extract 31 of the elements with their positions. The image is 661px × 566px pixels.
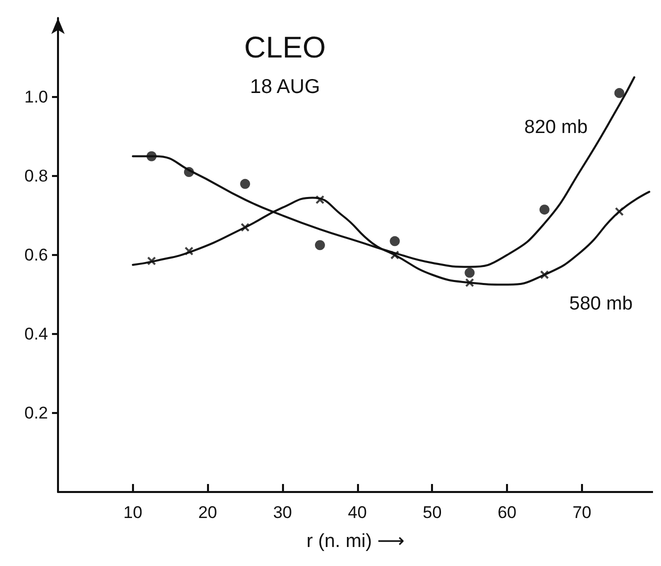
point bbox=[390, 250, 400, 260]
x-tick-label: 20 bbox=[198, 503, 218, 522]
y-tick-label: 1.0 bbox=[24, 88, 48, 106]
series-label: 820 mb bbox=[524, 116, 588, 138]
y-tick-label: 0.6 bbox=[24, 246, 48, 264]
point bbox=[614, 207, 624, 216]
y-tick-label: 0.4 bbox=[24, 324, 48, 344]
point bbox=[147, 256, 156, 266]
point bbox=[390, 236, 400, 246]
y-tick-label: 0.8 bbox=[24, 166, 48, 186]
point bbox=[314, 240, 325, 250]
point bbox=[614, 88, 624, 98]
x-tick-label: 40 bbox=[348, 503, 367, 522]
point bbox=[315, 195, 324, 204]
point bbox=[240, 178, 250, 189]
point bbox=[184, 246, 194, 256]
x-axis-title: r (n. mi) ⟶ bbox=[306, 531, 404, 552]
y-tick-label: 0.2 bbox=[24, 404, 48, 422]
x-tick-label: 60 bbox=[498, 503, 517, 522]
point bbox=[465, 278, 474, 288]
x-tick-label: 30 bbox=[273, 503, 292, 522]
point bbox=[240, 222, 250, 232]
point bbox=[540, 270, 549, 280]
x-tick-label: 50 bbox=[422, 503, 442, 522]
x-tick-label: 10 bbox=[123, 503, 142, 522]
point bbox=[539, 204, 550, 215]
x-tick-label: 70 bbox=[572, 503, 592, 522]
chart-title: CLEO bbox=[244, 32, 326, 64]
point bbox=[464, 268, 475, 278]
text: 18 AUG bbox=[250, 76, 320, 98]
series-label: 580 mb bbox=[569, 293, 633, 314]
